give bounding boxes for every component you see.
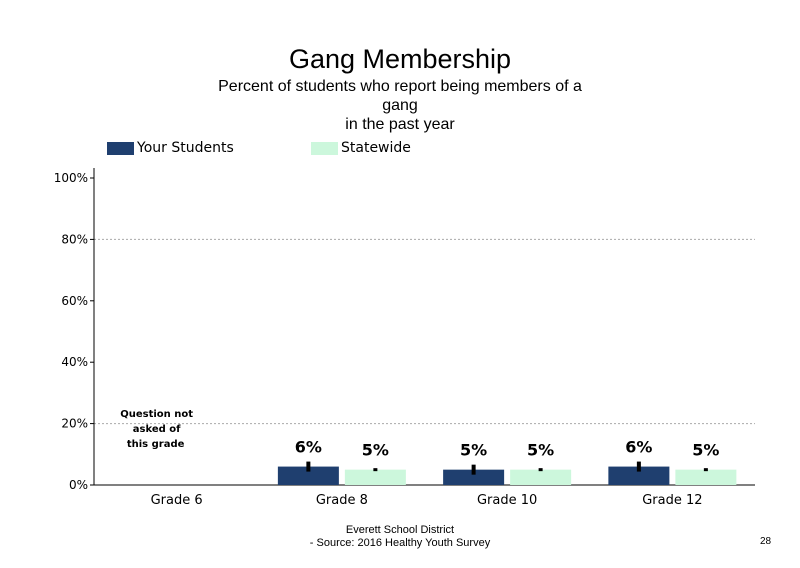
legend-item-your-students: Your Students: [107, 140, 234, 156]
not-asked-annotation: Question not: [120, 409, 193, 420]
error-bar: [636, 461, 641, 472]
y-tick-label: 100%: [54, 171, 88, 185]
legend-swatch-statewide: [311, 141, 338, 155]
x-tick-label: Grade 10: [477, 493, 537, 508]
data-label: 6%: [625, 438, 652, 457]
footer: Everett School District - Source: 2016 H…: [0, 524, 800, 550]
x-tick-label: Grade 8: [316, 493, 368, 508]
legend-item-statewide: Statewide: [311, 140, 411, 156]
bar-statewide-grade-12: [675, 469, 737, 485]
subtitle-line-3: in the past year: [345, 116, 455, 133]
chart-title: Gang Membership: [288, 44, 512, 74]
page-number: 28: [760, 536, 772, 547]
bar-your-students-grade-8: [277, 466, 339, 485]
not-asked-annotation: asked of: [133, 424, 181, 435]
bar-your-students-grade-10: [443, 469, 505, 485]
data-label: 5%: [527, 441, 554, 460]
legend-swatch-your-students: [107, 141, 134, 155]
y-tick-label: 80%: [61, 232, 88, 246]
subtitle-line-2: gang: [382, 97, 418, 114]
bar-statewide-grade-10: [510, 469, 572, 485]
subtitle-line-1: Percent of students who report being mem…: [218, 78, 582, 95]
data-label: 6%: [295, 438, 322, 457]
data-label: 5%: [460, 441, 487, 460]
error-bar: [471, 464, 476, 475]
data-label: 5%: [692, 441, 719, 460]
error-bar: [703, 468, 708, 472]
x-tick-label: Grade 6: [151, 493, 203, 508]
y-tick-label: 0%: [69, 478, 88, 492]
data-label: 5%: [362, 441, 389, 460]
x-tick-label: Grade 12: [642, 493, 702, 508]
error-bar: [538, 468, 543, 472]
y-tick-label: 40%: [61, 355, 88, 369]
chart-subtitle: Percent of students who report being mem…: [198, 77, 602, 134]
footer-source: - Source: 2016 Healthy Youth Survey: [309, 537, 491, 549]
y-tick-label: 60%: [61, 294, 88, 308]
legend-label-statewide: Statewide: [341, 140, 411, 156]
not-asked-annotation: this grade: [127, 439, 185, 450]
legend-label-your-students: Your Students: [137, 140, 234, 156]
bar-statewide-grade-8: [344, 469, 406, 485]
error-bar: [373, 468, 378, 472]
error-bar: [306, 461, 311, 472]
footer-district: Everett School District: [345, 524, 455, 536]
y-tick-label: 20%: [61, 417, 88, 431]
bar-your-students-grade-12: [608, 466, 670, 485]
